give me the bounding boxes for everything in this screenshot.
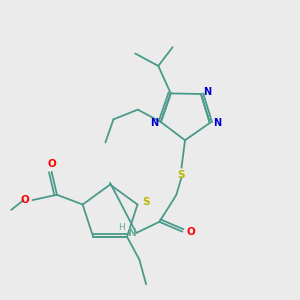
Text: S: S bbox=[177, 170, 185, 180]
Text: N: N bbox=[128, 228, 137, 238]
Text: H: H bbox=[118, 223, 125, 232]
Text: O: O bbox=[21, 195, 29, 205]
Text: N: N bbox=[213, 118, 221, 128]
Text: N: N bbox=[203, 87, 211, 97]
Text: N: N bbox=[150, 118, 158, 128]
Text: S: S bbox=[142, 197, 150, 207]
Text: O: O bbox=[47, 159, 56, 169]
Text: O: O bbox=[186, 226, 195, 237]
